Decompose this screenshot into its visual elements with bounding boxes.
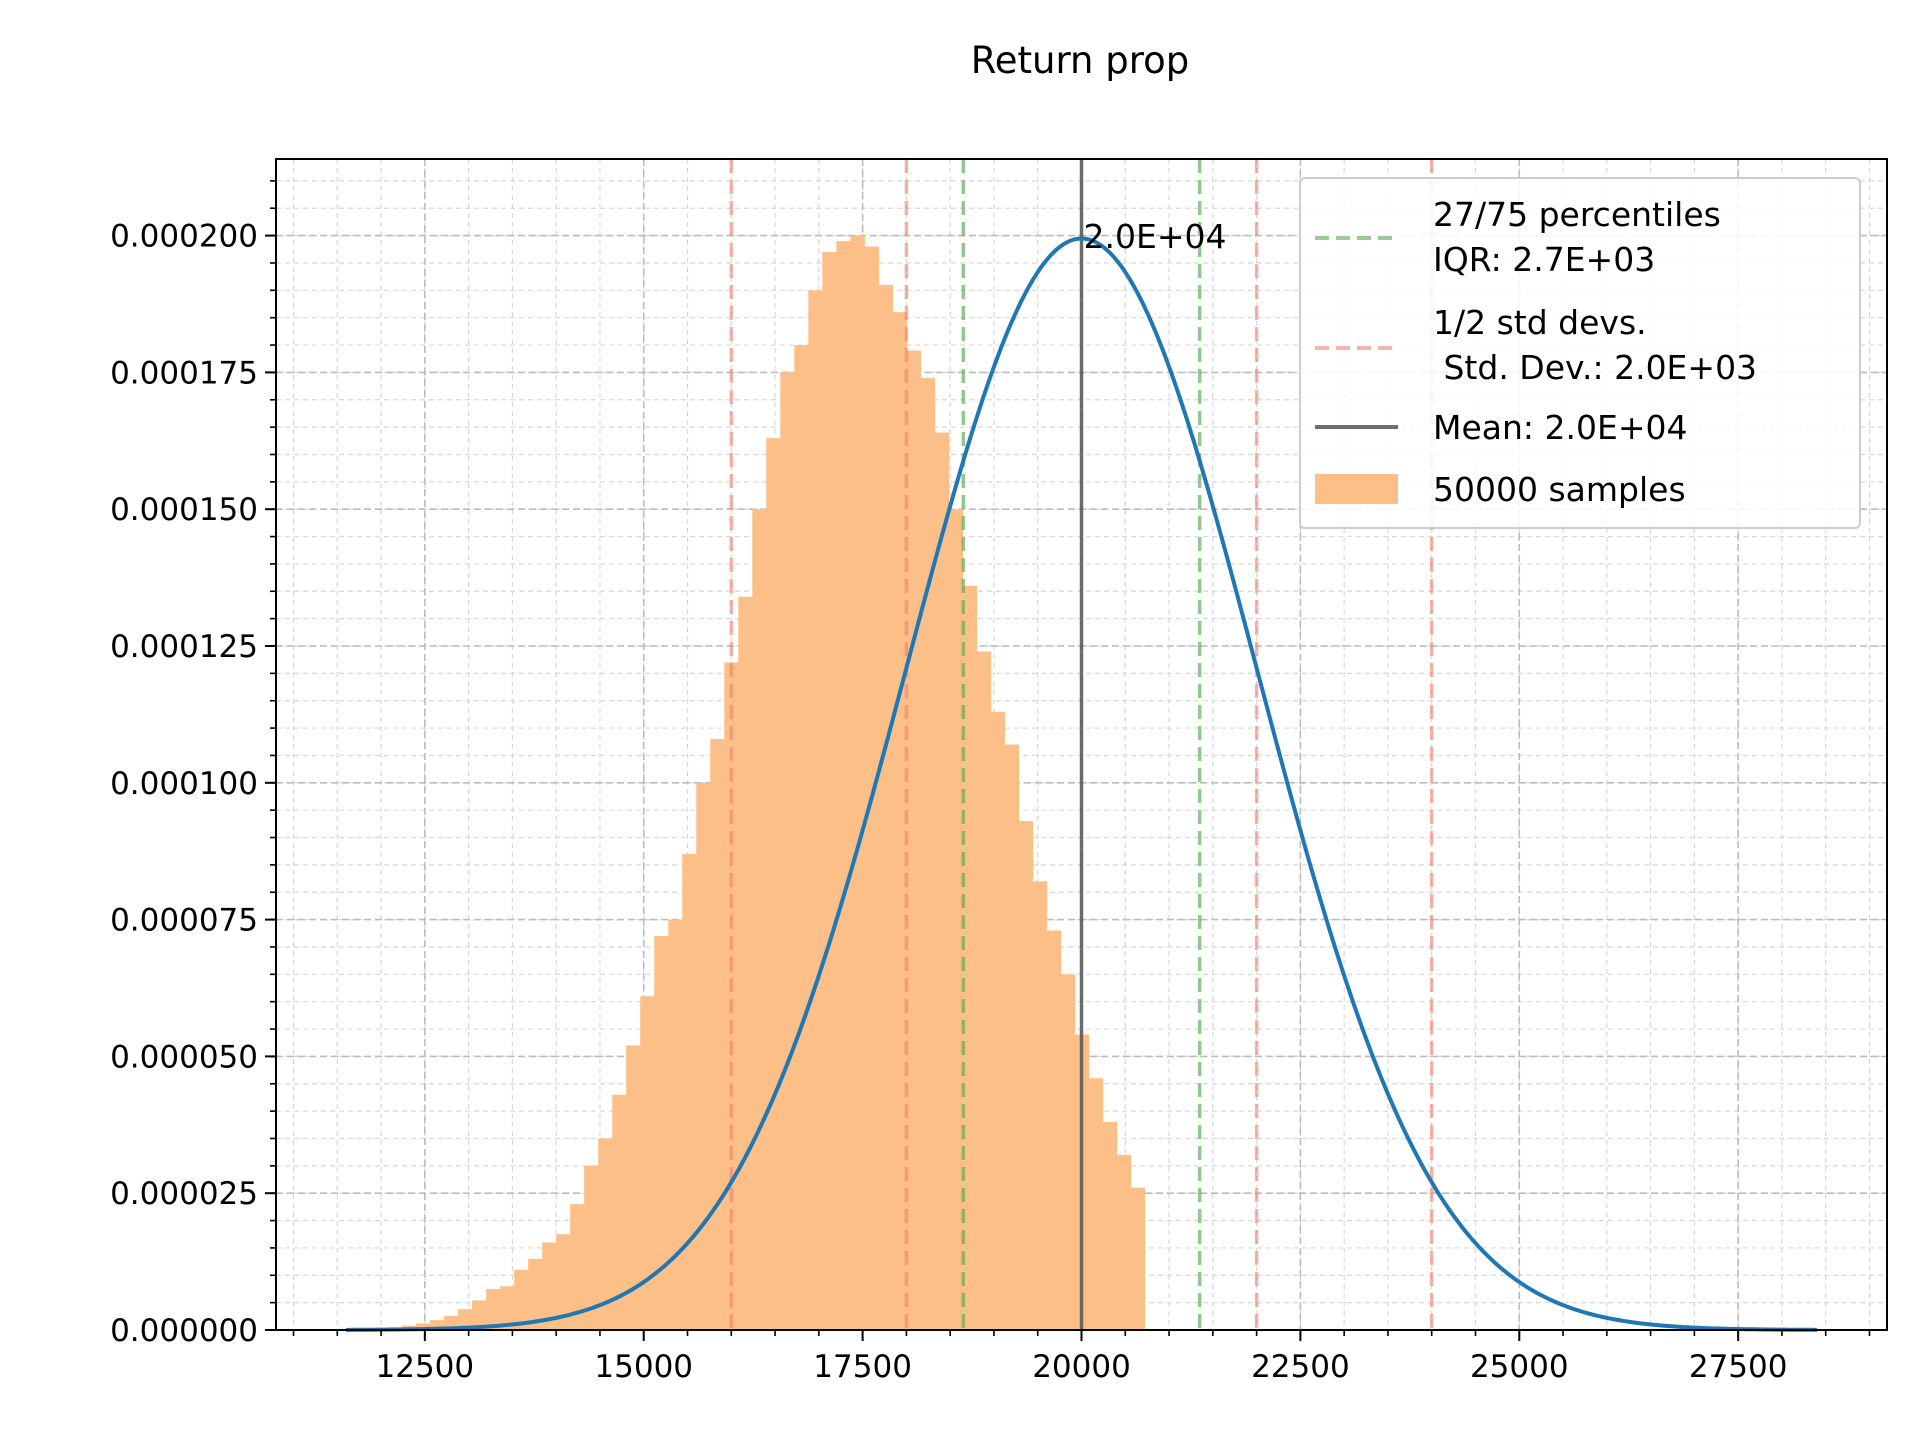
histogram-bar bbox=[906, 350, 921, 1330]
histogram-bar bbox=[430, 1320, 445, 1330]
histogram-bar bbox=[514, 1269, 529, 1330]
histogram-bar bbox=[1088, 1078, 1104, 1330]
histogram-bar bbox=[1018, 821, 1034, 1330]
histogram-bar bbox=[920, 377, 936, 1330]
x-tick-label: 25000 bbox=[1470, 1349, 1569, 1385]
histogram-bar bbox=[1116, 1154, 1132, 1330]
histogram-bar bbox=[990, 711, 1006, 1330]
legend-samples-swatch bbox=[1315, 474, 1398, 504]
histogram-bar bbox=[472, 1300, 487, 1330]
histogram-bar bbox=[934, 432, 950, 1330]
y-tick-label: 0.000125 bbox=[110, 629, 258, 665]
y-tick-label: 0.000075 bbox=[110, 903, 258, 939]
y-tick-label: 0.000175 bbox=[110, 355, 258, 391]
histogram-bar bbox=[626, 1045, 641, 1330]
histogram-bar bbox=[1060, 974, 1076, 1330]
histogram-bar bbox=[1102, 1122, 1118, 1330]
histogram-bar bbox=[710, 739, 725, 1330]
legend-box bbox=[1299, 177, 1861, 529]
histogram-bar bbox=[416, 1323, 431, 1330]
x-tick-label: 22500 bbox=[1251, 1349, 1350, 1385]
reference-lines bbox=[729, 159, 1434, 1330]
histogram-bar bbox=[1130, 1187, 1146, 1330]
histogram-bar bbox=[668, 919, 683, 1330]
histogram-bar bbox=[892, 312, 907, 1330]
histogram-bar bbox=[458, 1309, 473, 1330]
legend-iqr-label: IQR: 2.7E+03 bbox=[1433, 240, 1655, 279]
legend-samples-label: 50000 samples bbox=[1433, 470, 1686, 509]
y-tick-label: 0.000100 bbox=[110, 766, 258, 802]
x-tick-label: 27500 bbox=[1689, 1349, 1788, 1385]
density-curve-group bbox=[346, 236, 1817, 1332]
legend-mean-label: Mean: 2.0E+04 bbox=[1433, 408, 1688, 447]
histogram-bar bbox=[486, 1288, 501, 1330]
histogram-bar bbox=[570, 1204, 585, 1330]
histogram-bar bbox=[598, 1138, 613, 1330]
histogram-bars bbox=[346, 235, 1146, 1331]
density-curve bbox=[346, 236, 1817, 1332]
histogram-bar bbox=[738, 596, 753, 1330]
histogram-bar bbox=[1032, 881, 1048, 1330]
histogram-bar bbox=[864, 246, 879, 1331]
histogram-bar bbox=[766, 438, 781, 1331]
histogram-bar bbox=[682, 853, 697, 1330]
legend-std-label: 1/2 std devs. bbox=[1433, 303, 1647, 342]
histogram-bar bbox=[696, 782, 711, 1330]
x-tick-label: 12500 bbox=[376, 1349, 475, 1385]
legend: 27/75 percentiles IQR: 2.7E+03 1/2 std d… bbox=[1299, 177, 1861, 529]
histogram-bar bbox=[976, 651, 992, 1330]
histogram-bar bbox=[962, 585, 978, 1330]
histogram-bar bbox=[1004, 744, 1020, 1330]
histogram-bar bbox=[850, 235, 865, 1331]
axes: 12500 15000 17500 20000 22500 25000 27500 0.000… bbox=[110, 158, 1888, 1385]
histogram-bar bbox=[542, 1242, 557, 1330]
histogram-bar bbox=[528, 1258, 543, 1330]
y-tick-label: 0.000050 bbox=[110, 1039, 258, 1075]
histogram-bar bbox=[612, 1094, 627, 1330]
chart-title: Return prop bbox=[971, 39, 1190, 82]
histogram-bar bbox=[878, 284, 893, 1331]
mean-annotation: 2.0E+04 bbox=[1084, 217, 1227, 256]
x-tick-label: 17500 bbox=[813, 1349, 912, 1385]
histogram-bar bbox=[640, 996, 655, 1330]
x-tick-label: 15000 bbox=[594, 1349, 693, 1385]
y-tick-label: 0.000200 bbox=[110, 219, 258, 255]
histogram-bar bbox=[654, 936, 669, 1330]
y-tick-label: 0.000000 bbox=[110, 1313, 258, 1349]
histogram-bar bbox=[752, 509, 767, 1331]
histogram-bar bbox=[794, 345, 809, 1330]
histogram-bar bbox=[948, 509, 964, 1331]
y-tick-label: 0.000150 bbox=[110, 492, 258, 528]
y-tick-label: 0.000025 bbox=[110, 1176, 258, 1212]
histogram-bar bbox=[724, 662, 739, 1330]
histogram-bar bbox=[500, 1286, 515, 1330]
legend-stddev-label: Std. Dev.: 2.0E+03 bbox=[1433, 348, 1757, 387]
histogram-bar bbox=[556, 1234, 571, 1330]
histogram-bar bbox=[822, 252, 837, 1331]
histogram-bar bbox=[584, 1165, 599, 1330]
histogram-bar bbox=[780, 372, 795, 1330]
histogram-bar bbox=[836, 241, 851, 1330]
x-tick-label: 20000 bbox=[1032, 1349, 1131, 1385]
legend-percentile-label: 27/75 percentiles bbox=[1433, 195, 1721, 234]
histogram-bar bbox=[1046, 930, 1062, 1330]
histogram-bar bbox=[808, 290, 823, 1330]
